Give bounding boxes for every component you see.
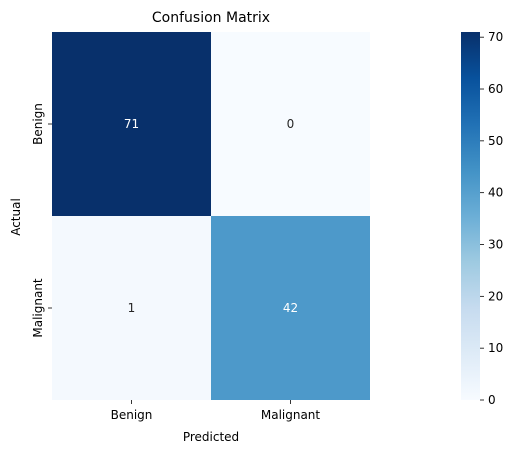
- colorbar-tick-label: 10: [488, 341, 503, 355]
- colorbar-tick-label: 30: [488, 238, 503, 252]
- colorbar-ticks: 0 10 20 30 40 50 60 70: [480, 30, 503, 407]
- heatmap-cell: [52, 32, 211, 216]
- heatmap-cells: [52, 32, 370, 400]
- heatmap-cell: [52, 216, 211, 400]
- cell-value-label: 1: [128, 301, 136, 315]
- x-tick-label: Benign: [111, 408, 153, 422]
- heatmap-cell-labels: 71 0 1 42: [124, 117, 298, 315]
- colorbar-tick-label: 0: [488, 393, 496, 407]
- cell-value-label: 42: [283, 301, 298, 315]
- colorbar-tick-label: 60: [488, 82, 503, 96]
- x-tick-label: Malignant: [261, 408, 321, 422]
- colorbar-tick-label: 50: [488, 134, 503, 148]
- chart-title: Confusion Matrix: [152, 10, 270, 26]
- colorbar-tick-label: 40: [488, 186, 503, 200]
- colorbar-tick-label: 20: [488, 289, 503, 303]
- y-tick-label: Benign: [31, 103, 45, 145]
- colorbar-tick-label: 70: [488, 30, 503, 44]
- cell-value-label: 0: [287, 117, 295, 131]
- heatmap-cell: [211, 32, 370, 216]
- y-axis: Benign Malignant: [31, 103, 52, 338]
- colorbar: [461, 32, 480, 400]
- heatmap-cell: [211, 216, 370, 400]
- cell-value-label: 71: [124, 117, 139, 131]
- y-axis-label: Actual: [9, 198, 23, 236]
- y-tick-label: Malignant: [31, 278, 45, 338]
- x-axis: Benign Malignant: [111, 400, 321, 422]
- x-axis-label: Predicted: [183, 430, 239, 444]
